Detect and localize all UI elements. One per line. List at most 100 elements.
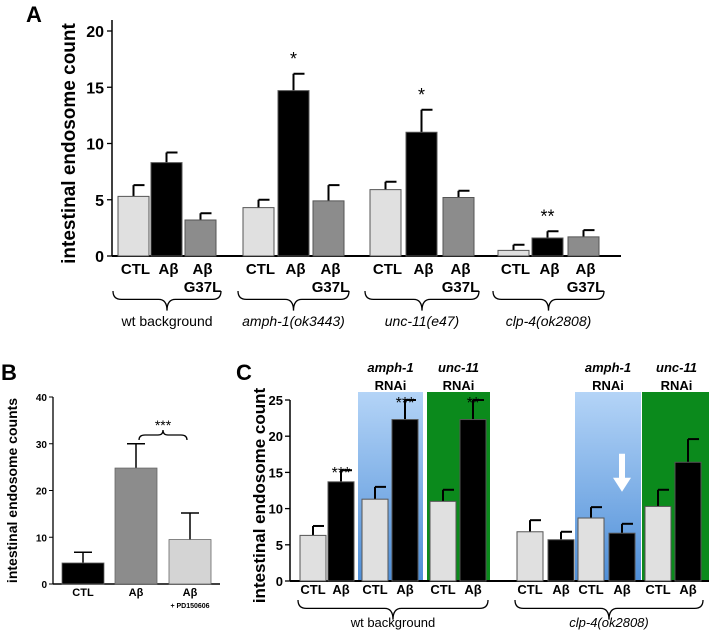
bar [312,200,345,257]
group-label: clp-4(ok2808) [506,313,592,329]
bar [361,498,389,582]
category-label: Aβ [613,582,630,597]
bar [168,539,212,585]
y-tick-label: 0 [276,574,283,589]
significance-label: *** [396,395,415,412]
category-sublabel: G37L [312,279,350,296]
category-label: Aβ [286,261,306,278]
bar [405,131,438,257]
rnai-header-label: RNAi [661,378,693,393]
y-tick-label: 10 [269,502,283,517]
y-axis-title: intestinal endosome count [250,387,269,603]
category-label: CTL [501,261,530,278]
y-axis-title: intestinal endosome count [59,22,80,263]
y-tick-label: 30 [36,440,48,451]
group-label: amph-1(ok3443) [242,313,345,329]
rnai-header-label: RNAi [592,378,624,393]
bar [429,500,457,582]
bar [327,481,355,582]
bar [442,197,475,257]
rnai-header: unc-11 [656,360,697,375]
category-label: CTL [300,582,325,597]
category-label: CTL [72,587,94,599]
rnai-header: amph-1 [585,360,631,375]
category-label: CTL [645,582,670,597]
y-tick-label: 15 [86,80,104,97]
category-label: Aβ [451,261,471,278]
y-tick-label: 10 [86,137,104,154]
category-sublabel: G37L [184,279,222,296]
bar [242,207,275,257]
significance-bracket [138,429,188,441]
bar [117,195,150,257]
rnai-header-label: RNAi [443,378,475,393]
group-label: unc-11(e47) [385,313,459,329]
bar [114,467,158,585]
down-arrow-icon [613,453,631,492]
category-label: Aβ [159,261,179,278]
bar [497,249,530,257]
rnai-header: amph-1 [367,360,413,375]
category-label: Aβ [396,582,413,597]
category-label: Aβ [679,582,696,597]
group-label: clp-4(ok2808) [569,615,649,630]
rnai-header-label: RNAi [375,378,407,393]
group-label: wt background [350,615,436,630]
category-label: Aβ [576,261,596,278]
rnai-header: unc-11 [438,360,479,375]
bar [531,237,564,257]
category-label: CTL [517,582,542,597]
y-tick-label: 20 [86,24,104,41]
group-brace [237,290,350,311]
category-label: CTL [246,261,275,278]
group-brace [492,290,605,311]
y-tick-label: 5 [276,538,283,553]
category-label: Aβ [464,582,481,597]
bar [369,189,402,257]
category-sublabel: G37L [442,279,480,296]
bar [150,162,183,257]
group-brace [297,599,489,620]
category-label: Aβ [540,261,560,278]
bar [184,219,217,257]
bar [277,90,310,257]
y-tick-label: 15 [269,465,283,480]
category-label: Aβ [321,261,341,278]
bar [608,532,636,582]
category-sublabel: + PD150606 [170,603,209,610]
y-axis-title: intestinal endosome counts [4,398,20,583]
panel-label-c: C [236,360,252,385]
category-label: Aβ [332,582,349,597]
bar [567,236,600,257]
significance-label: * [290,49,297,69]
group-label: wt background [120,313,212,329]
bar [516,531,544,582]
panel-label-a: A [26,2,42,27]
significance-label: ** [540,206,554,226]
category-label: Aβ [183,587,198,599]
category-label: CTL [373,261,402,278]
group-brace [364,290,480,311]
y-tick-label: 25 [269,393,283,408]
y-tick-label: 5 [95,193,104,210]
significance-label: * [418,85,425,105]
bar [644,505,672,582]
significance-label: *** [332,465,351,482]
y-tick-label: 0 [95,249,104,266]
bar [547,539,575,582]
group-brace [514,599,704,620]
bar [674,461,702,582]
bar [61,562,105,585]
category-label: CTL [430,582,455,597]
bar [459,419,487,582]
category-label: Aβ [129,587,144,599]
category-sublabel: G37L [567,279,605,296]
y-tick-label: 10 [36,533,48,544]
category-label: Aβ [552,582,569,597]
y-tick-label: 0 [41,580,47,591]
bar [577,517,605,582]
